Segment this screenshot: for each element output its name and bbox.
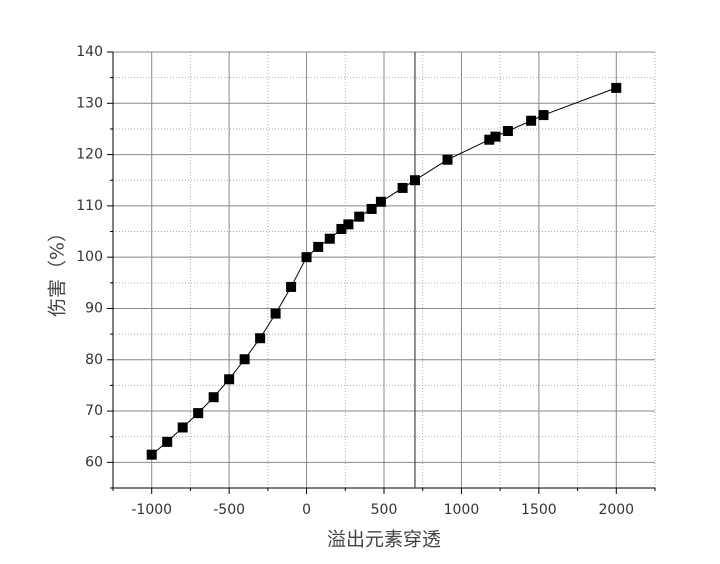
y-tick-label: 110 <box>76 198 103 214</box>
data-point <box>193 408 204 419</box>
y-tick-label: 130 <box>76 95 103 111</box>
data-point <box>313 241 324 252</box>
data-point <box>366 203 377 214</box>
data-point <box>255 333 266 344</box>
data-point <box>397 182 408 193</box>
data-point <box>354 211 365 222</box>
x-axis-label: 溢出元素穿透 <box>327 529 441 551</box>
data-point <box>409 175 420 186</box>
x-tick-label: 1500 <box>521 502 557 518</box>
data-point <box>177 422 188 433</box>
data-point <box>442 154 453 165</box>
data-point <box>301 252 312 263</box>
y-tick-label: 60 <box>85 454 103 470</box>
data-point <box>490 131 501 142</box>
data-point <box>538 110 549 121</box>
data-point <box>324 233 335 244</box>
x-tick-label: 1000 <box>444 502 480 518</box>
data-point <box>611 82 622 93</box>
x-tick-label: 0 <box>302 502 311 518</box>
y-tick-label: 100 <box>76 249 103 265</box>
data-point <box>286 281 297 292</box>
data-point <box>162 436 173 447</box>
data-point <box>239 354 250 365</box>
y-tick-label: 70 <box>85 403 103 419</box>
y-tick-label: 90 <box>85 300 103 316</box>
x-tick-label: -500 <box>213 502 245 518</box>
data-point <box>502 125 513 136</box>
data-point <box>375 196 386 207</box>
y-tick-label: 140 <box>76 44 103 60</box>
y-tick-label: 120 <box>76 147 103 163</box>
data-point <box>336 223 347 234</box>
x-tick-label: 500 <box>371 502 398 518</box>
y-tick-label: 80 <box>85 352 103 368</box>
data-point <box>224 374 235 385</box>
y-axis-label: 伤害（%） <box>47 223 69 317</box>
x-tick-label: 2000 <box>598 502 634 518</box>
data-point <box>208 392 219 403</box>
data-point <box>146 449 157 460</box>
data-point <box>484 134 495 145</box>
data-point <box>270 308 281 319</box>
x-tick-label: -1000 <box>131 502 172 518</box>
data-point <box>526 115 537 126</box>
data-point <box>343 219 354 230</box>
